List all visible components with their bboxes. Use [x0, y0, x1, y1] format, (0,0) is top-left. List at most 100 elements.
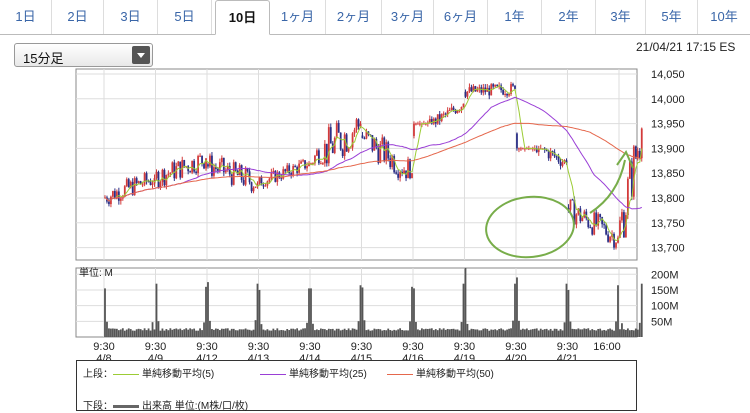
- volume-bar: [510, 328, 512, 337]
- candle-body: [557, 156, 560, 162]
- candle-body: [300, 161, 302, 164]
- volume-bar: [543, 329, 546, 337]
- candle-body: [256, 183, 259, 187]
- tab-3d[interactable]: 3日: [104, 0, 158, 34]
- candle-body: [151, 183, 154, 185]
- volume-bar: [327, 328, 330, 337]
- volume-bar: [191, 329, 194, 337]
- volume-bar: [393, 329, 396, 337]
- tab-3m[interactable]: 3ヶ月: [382, 0, 434, 34]
- volume-bar: [337, 328, 340, 337]
- volume-bar: [615, 321, 617, 337]
- tab-10y[interactable]: 10年: [710, 9, 738, 24]
- candle-body: [161, 169, 164, 183]
- tab-1y[interactable]: 1年: [488, 0, 542, 34]
- interval-select-value: 15分足: [23, 51, 64, 66]
- volume-bar: [613, 330, 615, 337]
- candle-body: [466, 91, 469, 97]
- candle-body: [365, 131, 368, 139]
- volume-bar: [215, 328, 217, 337]
- volume-bar: [175, 328, 178, 337]
- candle-body: [456, 110, 459, 114]
- legend-upper-label: 上段：: [83, 369, 113, 380]
- volume-bar: [145, 330, 148, 337]
- volume-bar: [539, 328, 542, 337]
- legend-ma50: 単純移動平均(50): [387, 365, 494, 380]
- volume-bar: [520, 329, 522, 337]
- volume-bar: [106, 321, 108, 337]
- candle-body: [379, 144, 382, 163]
- candle-body: [215, 167, 217, 169]
- candle-body: [284, 169, 287, 172]
- candle-body: [630, 161, 633, 197]
- volume-bar: [460, 322, 463, 337]
- candle-body: [545, 149, 548, 151]
- volume-bar: [333, 330, 336, 337]
- candle-body: [155, 171, 158, 179]
- candle-body: [191, 160, 194, 173]
- tab-1m[interactable]: 1ヶ月: [270, 0, 326, 34]
- x-tick-time: 9:30: [557, 341, 578, 353]
- candle-body: [169, 172, 172, 174]
- tab-3y[interactable]: 3年: [596, 0, 646, 34]
- volume-bar: [603, 329, 606, 337]
- candle-body: [345, 134, 348, 152]
- candle-body: [397, 173, 400, 178]
- chevron-down-icon[interactable]: [132, 46, 150, 64]
- candle-body: [246, 168, 249, 172]
- volume-bar: [563, 322, 566, 337]
- candle-body: [183, 160, 186, 167]
- volume-bar: [266, 329, 269, 337]
- x-tick-date: 4/15: [351, 353, 372, 360]
- volume-bar: [494, 329, 497, 337]
- candle-body: [268, 178, 271, 182]
- candle-body: [339, 132, 342, 150]
- legend-lower-label: 下段：: [83, 401, 113, 412]
- volume-bar: [577, 328, 580, 337]
- candle-body: [357, 119, 360, 127]
- volume-bar: [488, 330, 491, 337]
- volume-bar: [454, 329, 457, 337]
- legend-ma25-label: 単純移動平均(25): [289, 369, 367, 380]
- candle-body: [177, 161, 180, 167]
- volume-bar: [205, 286, 207, 337]
- trend-arrow: [589, 159, 626, 214]
- candle-body: [171, 162, 174, 173]
- volume-bar: [252, 329, 255, 337]
- volume-bar: [347, 328, 350, 337]
- trend-arrowhead: [616, 149, 634, 169]
- volume-bar: [395, 330, 398, 337]
- volume-bar: [115, 328, 118, 337]
- tab-6m[interactable]: 6ヶ月: [434, 0, 488, 34]
- volume-bar: [478, 330, 481, 337]
- tab-2m[interactable]: 2ヶ月: [326, 0, 382, 34]
- volume-bar: [575, 329, 578, 337]
- volume-bar: [500, 328, 503, 337]
- candle-body: [504, 93, 506, 95]
- candle-body: [314, 155, 316, 164]
- volume-bar: [339, 330, 342, 337]
- volume-bar: [502, 329, 505, 337]
- candle-body: [468, 87, 471, 92]
- candle-body: [220, 157, 223, 163]
- tab-10d[interactable]: 10日: [215, 0, 270, 35]
- interval-select[interactable]: 15分足: [14, 43, 153, 67]
- tab-2y[interactable]: 2年: [542, 0, 596, 34]
- price-tick-label: 14,050: [651, 69, 685, 81]
- candle-body: [573, 199, 576, 225]
- tab-5y[interactable]: 5年: [646, 0, 698, 34]
- candle-body: [381, 137, 384, 145]
- volume-bar: [581, 329, 584, 337]
- legend-volume-label: 出来高 単位:(M株/口/枚): [142, 401, 249, 412]
- price-tick-label: 13,700: [651, 243, 685, 255]
- x-tick-date: 4/16: [402, 353, 423, 360]
- tab-1d[interactable]: 1日: [0, 0, 52, 34]
- volume-bar: [318, 330, 320, 337]
- volume-bar: [113, 328, 116, 337]
- candle-body: [254, 186, 257, 188]
- volume-bar: [260, 324, 263, 337]
- tab-2d[interactable]: 2日: [52, 0, 104, 34]
- tab-5d[interactable]: 5日: [158, 0, 212, 34]
- volume-frame: [75, 267, 638, 338]
- candle-body: [595, 212, 598, 226]
